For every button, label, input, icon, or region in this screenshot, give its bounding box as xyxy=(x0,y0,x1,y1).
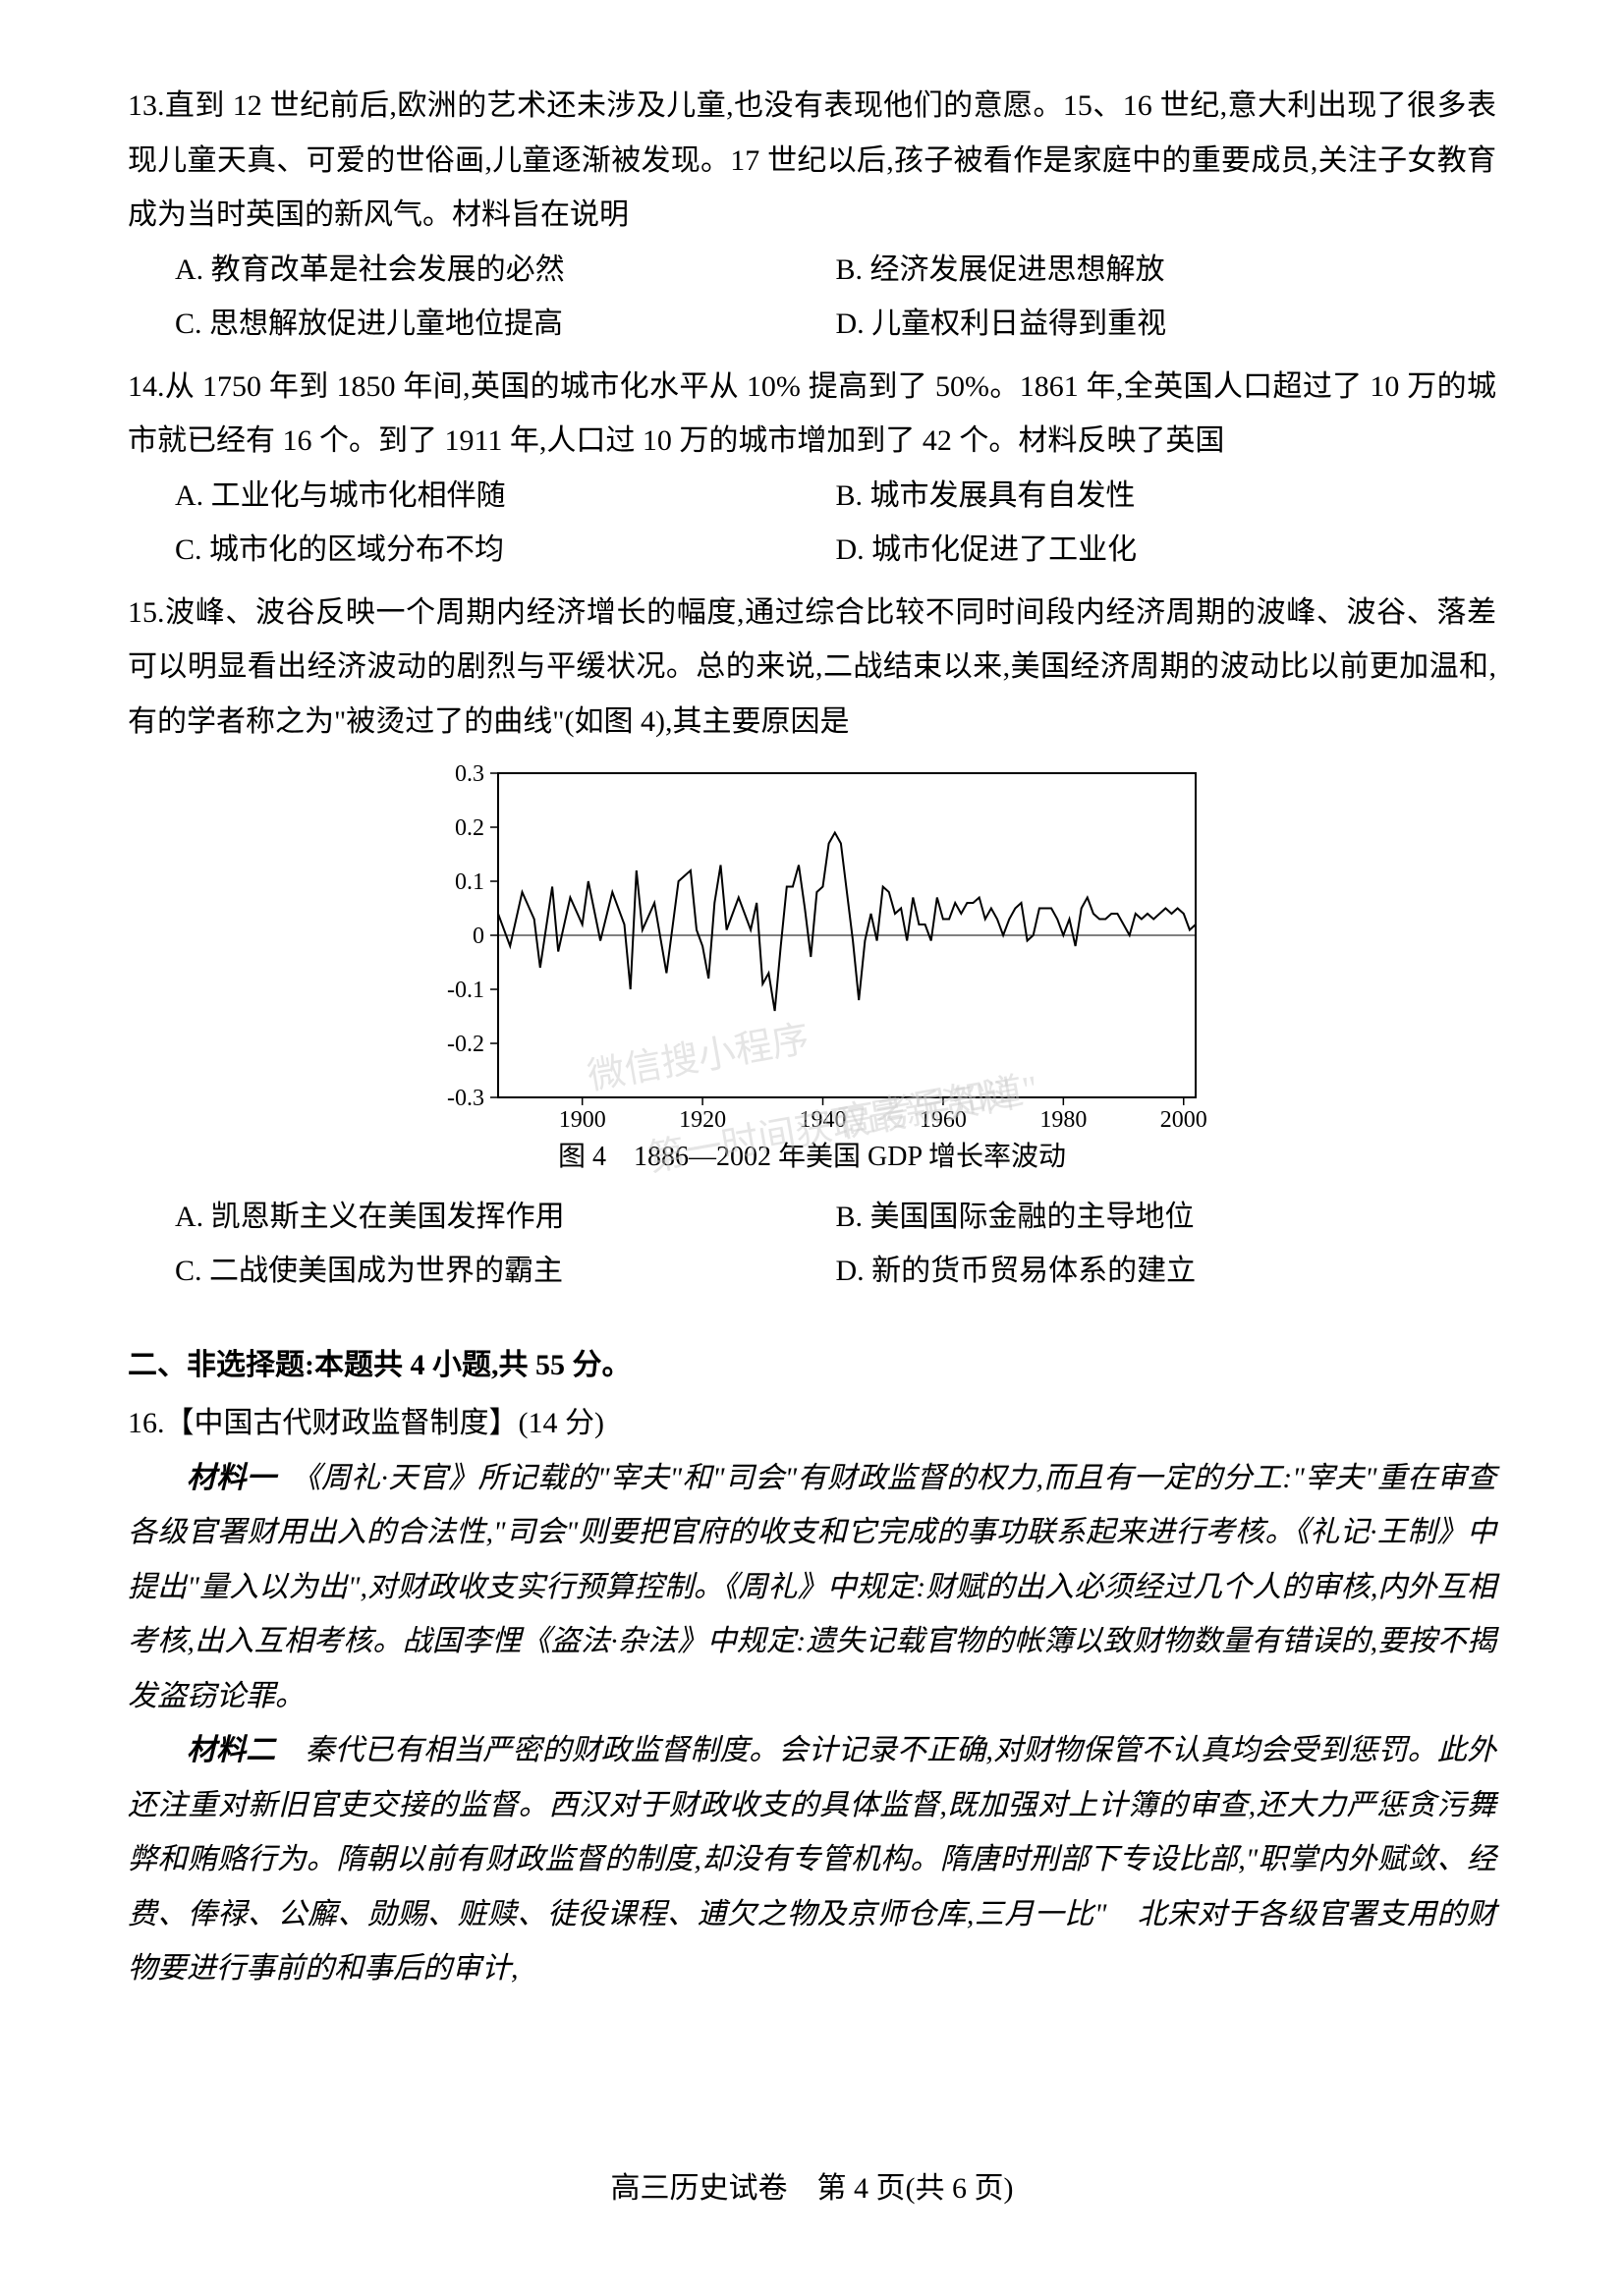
q15-options: A. 凯恩斯主义在美国发挥作用 B. 美国国际金融的主导地位 C. 二战使美国成… xyxy=(128,1190,1496,1299)
q14-option-b: B. 城市发展具有自发性 xyxy=(836,469,1497,524)
svg-text:-0.2: -0.2 xyxy=(447,1032,484,1057)
svg-text:2000: 2000 xyxy=(1159,1107,1206,1132)
svg-text:1900: 1900 xyxy=(558,1107,605,1132)
q16-title: 16.【中国古代财政监督制度】(14 分) xyxy=(128,1396,1496,1451)
q16-material-2: 材料二 秦代已有相当严密的财政监督制度。会计记录不正确,对财物保管不认真均会受到… xyxy=(128,1723,1496,1996)
svg-text:1960: 1960 xyxy=(919,1107,966,1132)
svg-text:1980: 1980 xyxy=(1039,1107,1087,1132)
q16-material-1: 材料一 《周礼·天官》所记载的"宰夫"和"司会"有财政监督的权力,而且有一定的分… xyxy=(128,1451,1496,1724)
q13-options: A. 教育改革是社会发展的必然 B. 经济发展促进思想解放 C. 思想解放促进儿… xyxy=(128,243,1496,352)
q16-material-2-text: 秦代已有相当严密的财政监督制度。会计记录不正确,对财物保管不认真均会受到惩罚。此… xyxy=(128,1734,1496,1985)
q16-material-1-text: 《周礼·天官》所记载的"宰夫"和"司会"有财政监督的权力,而且有一定的分工:"宰… xyxy=(128,1462,1496,1712)
q15-text: 波峰、波谷反映一个周期内经济增长的幅度,通过综合比较不同时间段内经济周期的波峰、… xyxy=(128,596,1496,738)
gdp-chart: -0.3 -0.2 -0.1 0 0.1 0.2 0.3 1900 1920 1940 1960 19… xyxy=(410,758,1215,1132)
q13-text: 直到 12 世纪前后,欧洲的艺术还未涉及儿童,也没有表现他们的意愿。15、16 … xyxy=(128,89,1496,231)
q14-options: A. 工业化与城市化相伴随 B. 城市发展具有自发性 C. 城市化的区域分布不均… xyxy=(128,469,1496,578)
svg-text:0.2: 0.2 xyxy=(455,815,484,841)
q13-option-c: C. 思想解放促进儿童地位提高 xyxy=(175,297,836,352)
q15-stem: 15.波峰、波谷反映一个周期内经济增长的幅度,通过综合比较不同时间段内经济周期的… xyxy=(128,586,1496,750)
gdp-chart-container: -0.3 -0.2 -0.1 0 0.1 0.2 0.3 1900 1920 1940 1960 19… xyxy=(410,758,1215,1180)
q16-material-1-label: 材料一 xyxy=(187,1462,276,1494)
q15-option-c: C. 二战使美国成为世界的霸主 xyxy=(175,1244,836,1299)
q15-option-a: A. 凯恩斯主义在美国发挥作用 xyxy=(175,1190,836,1245)
q13-option-d: D. 儿童权利日益得到重视 xyxy=(836,297,1497,352)
question-13: 13.直到 12 世纪前后,欧洲的艺术还未涉及儿童,也没有表现他们的意愿。15、… xyxy=(128,79,1496,352)
q14-stem: 14.从 1750 年到 1850 年间,英国的城市化水平从 10% 提高到了 … xyxy=(128,360,1496,469)
question-15: 15.波峰、波谷反映一个周期内经济增长的幅度,通过综合比较不同时间段内经济周期的… xyxy=(128,586,1496,1299)
svg-text:0.1: 0.1 xyxy=(455,869,484,895)
chart-caption: 图 4 1886—2002 年美国 GDP 增长率波动 xyxy=(410,1136,1215,1180)
q14-number: 14. xyxy=(128,370,165,403)
svg-text:-0.1: -0.1 xyxy=(447,978,484,1003)
q13-stem: 13.直到 12 世纪前后,欧洲的艺术还未涉及儿童,也没有表现他们的意愿。15、… xyxy=(128,79,1496,243)
q14-option-c: C. 城市化的区域分布不均 xyxy=(175,523,836,578)
q14-option-d: D. 城市化促进了工业化 xyxy=(836,523,1497,578)
section-2-header: 二、非选择题:本题共 4 小题,共 55 分。 xyxy=(128,1338,1496,1393)
q13-number: 13. xyxy=(128,89,165,122)
svg-text:-0.3: -0.3 xyxy=(447,1086,484,1111)
q16-material-2-label: 材料二 xyxy=(187,1734,275,1766)
svg-text:0: 0 xyxy=(473,924,484,949)
question-14: 14.从 1750 年到 1850 年间,英国的城市化水平从 10% 提高到了 … xyxy=(128,360,1496,578)
page-footer: 高三历史试卷 第 4 页(共 6 页) xyxy=(0,2163,1624,2207)
q14-option-a: A. 工业化与城市化相伴随 xyxy=(175,469,836,524)
svg-text:1940: 1940 xyxy=(799,1107,846,1132)
q13-option-a: A. 教育改革是社会发展的必然 xyxy=(175,243,836,298)
svg-text:1920: 1920 xyxy=(679,1107,726,1132)
svg-text:0.3: 0.3 xyxy=(455,761,484,787)
q15-option-d: D. 新的货币贸易体系的建立 xyxy=(836,1244,1497,1299)
q14-text: 从 1750 年到 1850 年间,英国的城市化水平从 10% 提高到了 50%… xyxy=(128,370,1496,458)
q13-option-b: B. 经济发展促进思想解放 xyxy=(836,243,1497,298)
q15-option-b: B. 美国国际金融的主导地位 xyxy=(836,1190,1497,1245)
q15-number: 15. xyxy=(128,596,165,629)
